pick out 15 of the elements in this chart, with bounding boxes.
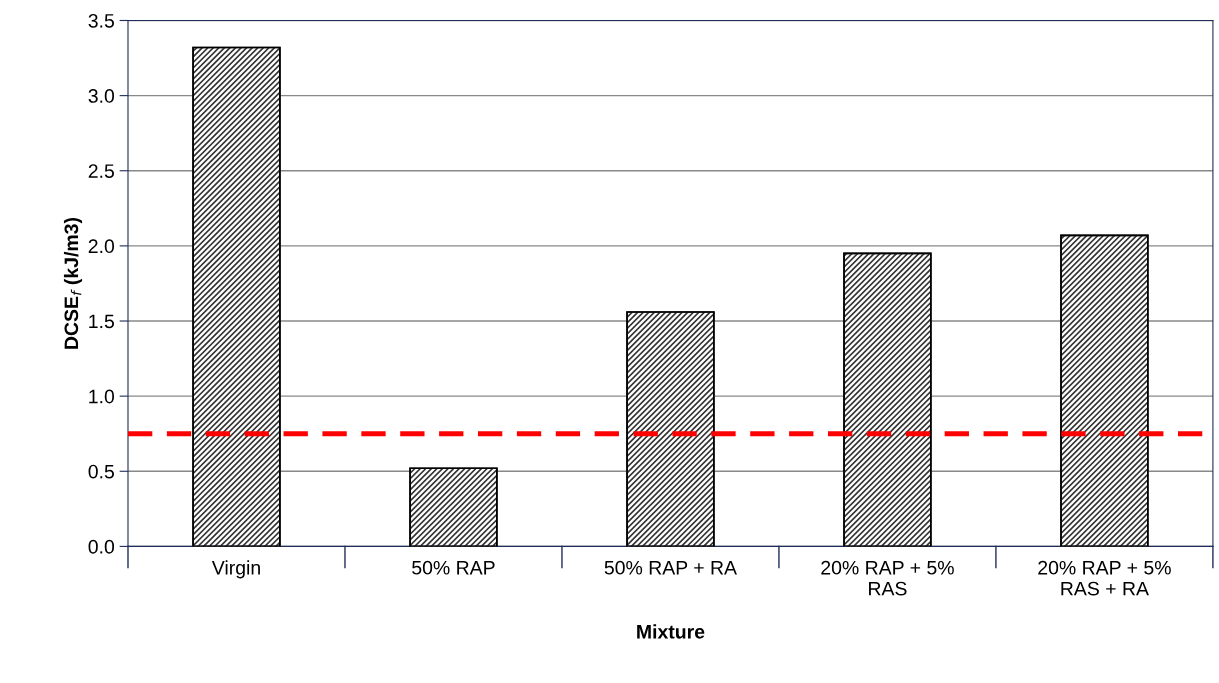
y-tick-label: 1.5	[89, 314, 114, 329]
y-tick-label: 1.0	[89, 389, 115, 404]
y-tick-label: 3.5	[88, 13, 114, 28]
y-tick-label: 2.0	[88, 239, 115, 254]
y-tick-label: 2.5	[88, 164, 114, 178]
x-tick-label: 50% RAP + RA	[604, 560, 737, 575]
x-tick-label: 50% RAP	[412, 560, 495, 575]
y-tick-label: 3.0	[88, 89, 115, 103]
y-tick-label: 0.0	[88, 539, 115, 554]
y-axis-title: DCSE$_{f}$ (kJ/m3)	[63, 217, 83, 349]
x-tick-label: Virgin	[211, 560, 260, 579]
x-axis-title: Mixture	[637, 624, 705, 639]
y-tick-label: 0.5	[88, 464, 114, 479]
x-tick-label: 20% RAP + 5% RAS	[821, 560, 954, 596]
x-tick-label: 20% RAP + 5% RAS + RA	[1038, 560, 1171, 596]
